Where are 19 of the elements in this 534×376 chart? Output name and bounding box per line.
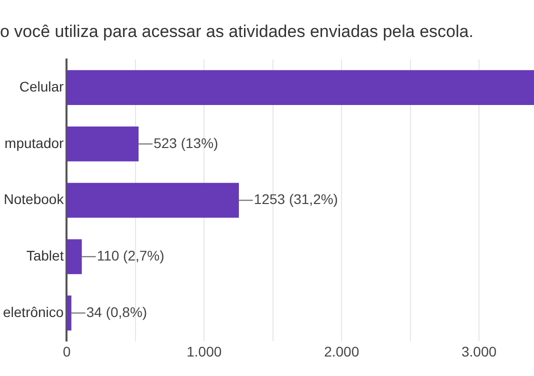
x-tick-label: 2.000 [324, 343, 360, 360]
x-tick-label: 0 [62, 343, 71, 360]
y-tick-label: Celular [19, 78, 64, 94]
y-tick-label: eletrônico [3, 304, 64, 320]
data-label: 523 (13%) [154, 134, 218, 151]
y-tick-label: Tablet [26, 248, 64, 264]
x-tick-label: 1.000 [186, 343, 222, 360]
y-tick-label: Notebook [4, 191, 65, 208]
bar [67, 239, 82, 274]
data-label: 110 (2,7%) [96, 248, 164, 264]
data-label: 34 (0,8%) [86, 304, 148, 320]
bar [67, 296, 72, 330]
chart-title: o você utiliza para acessar as atividades enviadas pela escola. [0, 21, 474, 43]
bar [67, 70, 534, 106]
y-tick-label: mputador [4, 134, 64, 151]
x-tick-label: 3.000 [462, 343, 497, 360]
bar [67, 182, 239, 218]
data-label: 1253 (31,2%) [254, 191, 338, 208]
bar [67, 126, 139, 162]
